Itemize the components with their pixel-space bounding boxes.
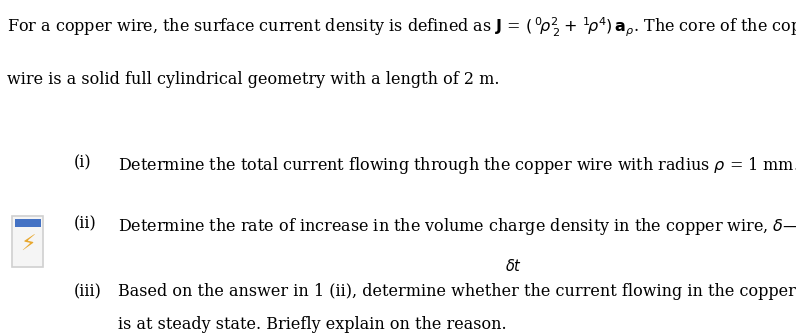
Text: Determine the rate of increase in the volume charge density in the copper wire, : Determine the rate of increase in the vo… [119,216,796,237]
Text: (ii): (ii) [73,216,96,233]
FancyBboxPatch shape [15,219,41,227]
Text: Based on the answer in 1 (ii), determine whether the current flowing in the copp: Based on the answer in 1 (ii), determine… [119,284,796,301]
Text: is at steady state. Briefly explain on the reason.: is at steady state. Briefly explain on t… [119,316,507,333]
Text: (i): (i) [73,155,91,172]
Text: (iii): (iii) [73,284,101,301]
Text: Determine the total current flowing through the copper wire with radius $\rho$ =: Determine the total current flowing thro… [119,155,796,176]
FancyBboxPatch shape [13,216,44,268]
Text: ⚡: ⚡ [20,235,36,255]
Text: $\delta t$: $\delta t$ [505,258,522,274]
Text: wire is a solid full cylindrical geometry with a length of 2 m.: wire is a solid full cylindrical geometr… [7,71,499,88]
Text: For a copper wire, the surface current density is defined as $\mathbf{J}$ = $(\,: For a copper wire, the surface current d… [7,16,796,39]
